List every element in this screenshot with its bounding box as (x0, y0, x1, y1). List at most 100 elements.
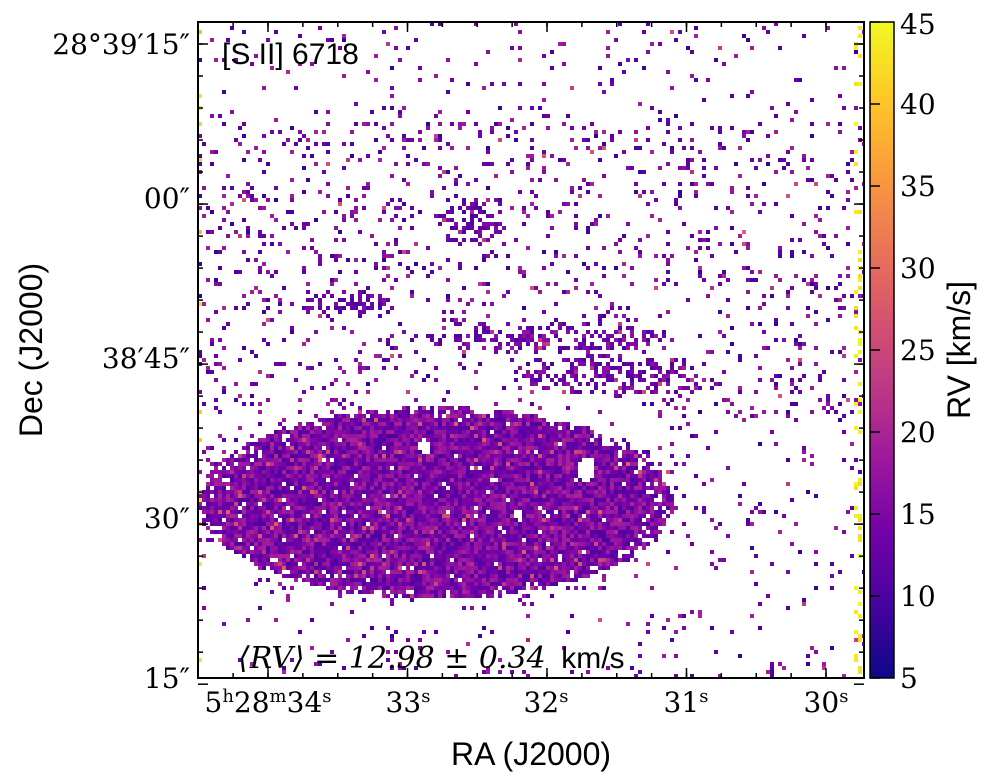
velocity-pixel (246, 482, 250, 486)
velocity-pixel (518, 478, 522, 482)
velocity-pixel (478, 130, 482, 134)
velocity-pixel (422, 458, 426, 462)
velocity-pixel (658, 474, 662, 478)
velocity-pixel (670, 146, 674, 150)
velocity-pixel (362, 194, 366, 198)
velocity-pixel (526, 454, 530, 458)
velocity-pixel (270, 490, 274, 494)
velocity-pixel (530, 202, 534, 206)
velocity-pixel (674, 198, 678, 202)
velocity-pixel (426, 502, 430, 506)
velocity-pixel (458, 442, 462, 446)
velocity-pixel (374, 486, 378, 490)
velocity-pixel (546, 478, 550, 482)
velocity-pixel (274, 430, 278, 434)
velocity-pixel (310, 430, 314, 434)
velocity-pixel (634, 342, 638, 346)
velocity-pixel (390, 426, 394, 430)
velocity-pixel (374, 262, 378, 266)
velocity-pixel (434, 506, 438, 510)
velocity-pixel (474, 426, 478, 430)
velocity-pixel (466, 522, 470, 526)
velocity-pixel (546, 210, 550, 214)
velocity-pixel (598, 442, 602, 446)
velocity-pixel (214, 398, 218, 402)
velocity-pixel (602, 458, 606, 462)
velocity-pixel (318, 426, 322, 430)
velocity-pixel (298, 506, 302, 510)
velocity-pixel (858, 294, 862, 298)
velocity-pixel (758, 366, 762, 370)
velocity-pixel (690, 366, 694, 370)
velocity-pixel (242, 402, 246, 406)
velocity-pixel (858, 398, 862, 402)
velocity-pixel (466, 110, 470, 114)
velocity-pixel (246, 442, 250, 446)
velocity-pixel (746, 138, 750, 142)
velocity-pixel (458, 434, 462, 438)
velocity-pixel (474, 438, 478, 442)
velocity-pixel (494, 534, 498, 538)
velocity-pixel (298, 434, 302, 438)
velocity-pixel (278, 486, 282, 490)
velocity-pixel (302, 434, 306, 438)
velocity-pixel (242, 522, 246, 526)
velocity-pixel (230, 518, 234, 522)
velocity-pixel (222, 474, 226, 478)
velocity-pixel (610, 342, 614, 346)
velocity-pixel (282, 426, 286, 430)
velocity-pixel (826, 410, 830, 414)
velocity-pixel (490, 422, 494, 426)
velocity-pixel (358, 410, 362, 414)
velocity-pixel (650, 478, 654, 482)
velocity-pixel (354, 434, 358, 438)
velocity-pixel (558, 530, 562, 534)
velocity-pixel (506, 438, 510, 442)
velocity-pixel (446, 298, 450, 302)
velocity-pixel (802, 450, 806, 454)
velocity-pixel (506, 534, 510, 538)
velocity-pixel (598, 450, 602, 454)
velocity-pixel (262, 474, 266, 478)
velocity-pixel (418, 438, 422, 442)
velocity-pixel (242, 294, 246, 298)
velocity-pixel (394, 494, 398, 498)
velocity-pixel (546, 422, 550, 426)
velocity-pixel (322, 170, 326, 174)
velocity-pixel (582, 346, 586, 350)
velocity-pixel (306, 422, 310, 426)
velocity-pixel (242, 466, 246, 470)
velocity-pixel (398, 114, 402, 118)
velocity-pixel (618, 506, 622, 510)
velocity-pixel (534, 478, 538, 482)
velocity-pixel (458, 510, 462, 514)
velocity-pixel (246, 302, 250, 306)
velocity-pixel (390, 122, 394, 126)
velocity-pixel (326, 502, 330, 506)
velocity-pixel (330, 474, 334, 478)
velocity-pixel (482, 418, 486, 422)
velocity-pixel (234, 474, 238, 478)
velocity-pixel (206, 494, 210, 498)
velocity-pixel (650, 462, 654, 466)
velocity-pixel (370, 302, 374, 306)
velocity-pixel (398, 522, 402, 526)
velocity-pixel (598, 502, 602, 506)
velocity-pixel (470, 478, 474, 482)
velocity-pixel (246, 462, 250, 466)
velocity-pixel (386, 466, 390, 470)
velocity-pixel (538, 290, 542, 294)
velocity-pixel (198, 230, 202, 234)
velocity-pixel (514, 522, 518, 526)
velocity-pixel (566, 462, 570, 466)
velocity-pixel (262, 498, 266, 502)
velocity-pixel (478, 218, 482, 222)
velocity-pixel (634, 522, 638, 526)
velocity-pixel (454, 338, 458, 342)
velocity-pixel (698, 334, 702, 338)
velocity-pixel (274, 458, 278, 462)
velocity-pixel (782, 158, 786, 162)
velocity-pixel (646, 202, 650, 206)
velocity-pixel (294, 482, 298, 486)
velocity-pixel (250, 382, 254, 386)
